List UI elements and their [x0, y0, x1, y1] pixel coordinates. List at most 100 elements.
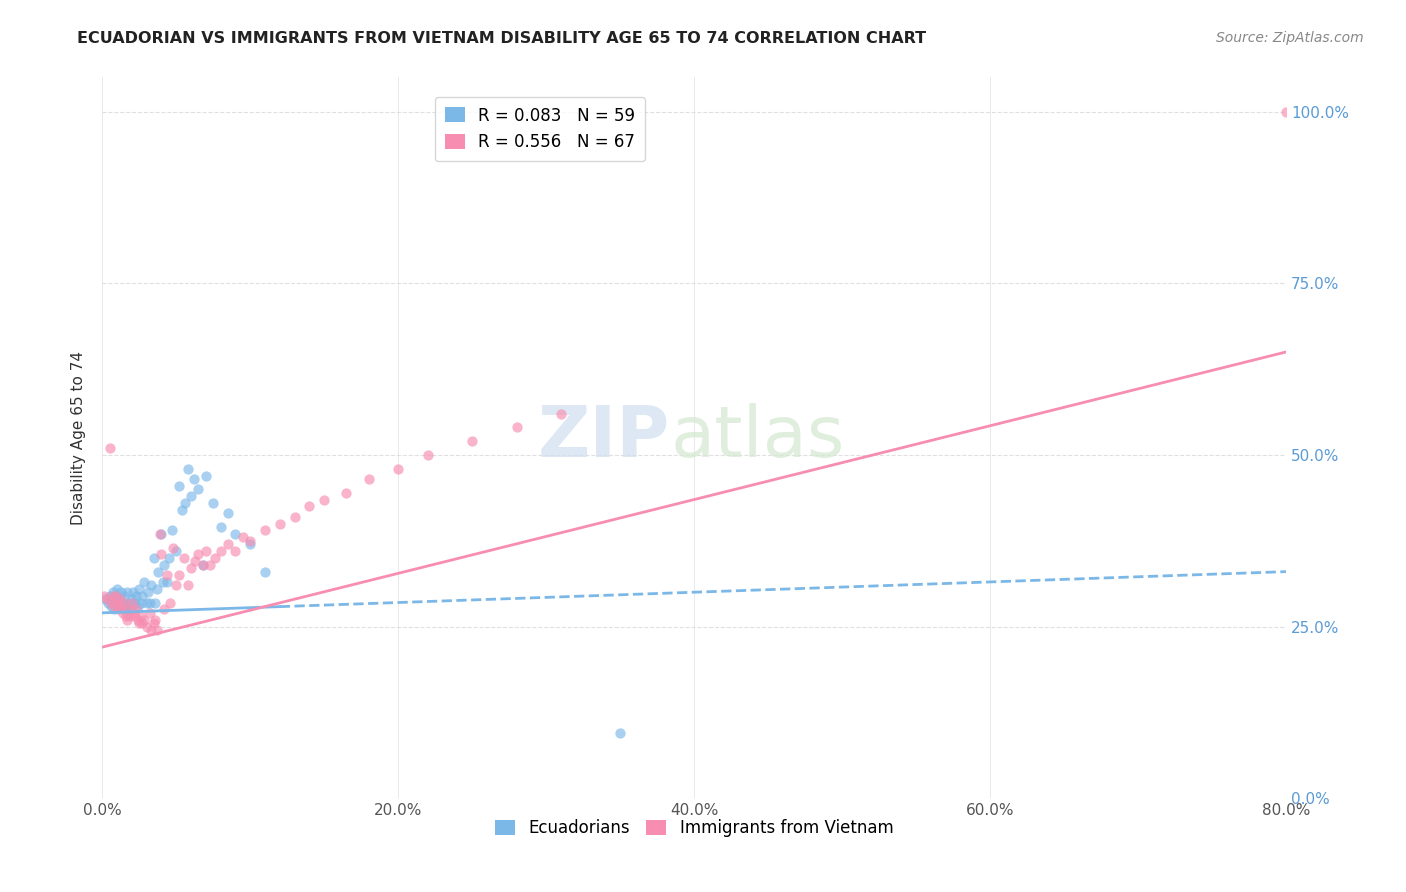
Point	[132, 613, 155, 627]
Point	[162, 541, 184, 555]
Point	[128, 616, 150, 631]
Point	[139, 623, 162, 637]
Point	[224, 527, 246, 541]
Point	[138, 595, 160, 609]
Point	[146, 582, 169, 596]
Point	[177, 578, 200, 592]
Point	[111, 595, 134, 609]
Point	[148, 565, 170, 579]
Point	[160, 524, 183, 538]
Point	[145, 595, 167, 609]
Point	[146, 623, 169, 637]
Point	[122, 585, 145, 599]
Point	[132, 574, 155, 589]
Point	[135, 595, 157, 609]
Point	[314, 492, 336, 507]
Point	[131, 616, 153, 631]
Point	[204, 550, 226, 565]
Point	[180, 489, 202, 503]
Point	[112, 595, 135, 609]
Point	[550, 407, 572, 421]
Point	[167, 568, 190, 582]
Point	[269, 516, 291, 531]
Point	[105, 595, 128, 609]
Point	[127, 599, 149, 613]
Point	[357, 472, 380, 486]
Text: Source: ZipAtlas.com: Source: ZipAtlas.com	[1216, 31, 1364, 45]
Point	[117, 613, 139, 627]
Point	[187, 483, 209, 497]
Point	[124, 595, 146, 609]
Point	[107, 602, 129, 616]
Point	[153, 602, 176, 616]
Point	[609, 726, 631, 740]
Point	[101, 585, 124, 599]
Point	[104, 589, 127, 603]
Point	[187, 548, 209, 562]
Point	[121, 592, 143, 607]
Point	[209, 520, 232, 534]
Point	[209, 544, 232, 558]
Point	[98, 441, 121, 455]
Point	[100, 599, 122, 613]
Point	[118, 595, 141, 609]
Point	[136, 585, 159, 599]
Point	[416, 448, 439, 462]
Point	[156, 574, 179, 589]
Point	[120, 609, 142, 624]
Y-axis label: Disability Age 65 to 74: Disability Age 65 to 74	[72, 351, 86, 524]
Point	[112, 589, 135, 603]
Point	[157, 550, 180, 565]
Point	[217, 537, 239, 551]
Point	[108, 592, 131, 607]
Point	[150, 527, 173, 541]
Point	[122, 606, 145, 620]
Point	[172, 503, 194, 517]
Point	[138, 606, 160, 620]
Point	[177, 461, 200, 475]
Point	[111, 606, 134, 620]
Point	[153, 558, 176, 572]
Point	[200, 558, 222, 572]
Point	[131, 589, 153, 603]
Point	[202, 496, 225, 510]
Point	[253, 565, 276, 579]
Point	[110, 599, 132, 613]
Point	[103, 602, 125, 616]
Point	[98, 589, 121, 603]
Point	[101, 589, 124, 603]
Point	[129, 609, 152, 624]
Point	[129, 595, 152, 609]
Point	[115, 609, 138, 624]
Point	[105, 595, 128, 609]
Point	[120, 602, 142, 616]
Point	[128, 582, 150, 596]
Point	[94, 592, 117, 607]
Point	[298, 500, 321, 514]
Point	[118, 602, 141, 616]
Point	[180, 561, 202, 575]
Point	[184, 554, 207, 568]
Point	[239, 533, 262, 548]
Point	[112, 602, 135, 616]
Point	[183, 472, 205, 486]
Text: atlas: atlas	[671, 403, 845, 472]
Point	[239, 537, 262, 551]
Point	[108, 592, 131, 607]
Point	[145, 613, 167, 627]
Point	[505, 420, 527, 434]
Point	[104, 589, 127, 603]
Text: ZIP: ZIP	[538, 403, 671, 472]
Point	[284, 509, 307, 524]
Point	[97, 595, 120, 609]
Point	[93, 589, 115, 603]
Point	[135, 619, 157, 633]
Point	[110, 585, 132, 599]
Point	[224, 544, 246, 558]
Point	[105, 582, 128, 596]
Point	[124, 609, 146, 624]
Point	[156, 568, 179, 582]
Point	[115, 599, 138, 613]
Point	[173, 550, 195, 565]
Point	[150, 548, 173, 562]
